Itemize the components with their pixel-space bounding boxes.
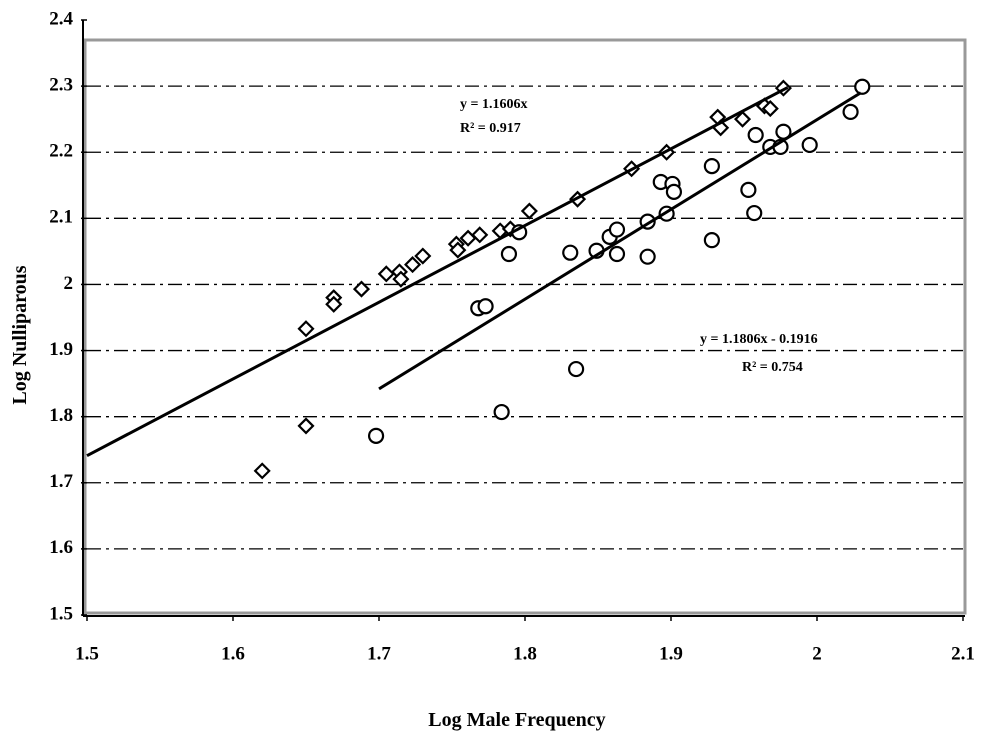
circle-point (608, 221, 626, 238)
x-tick-label: 1.9 (659, 643, 683, 664)
equation-annotation: R² = 0.917 (460, 121, 521, 136)
diamond-point (404, 256, 422, 274)
circle-point (567, 360, 585, 378)
circle-point (367, 427, 385, 444)
diamond-point (377, 265, 395, 283)
diamond-point (449, 241, 467, 259)
circle-point (562, 244, 579, 261)
x-tick-label: 2 (812, 643, 822, 664)
circle-point (801, 136, 818, 154)
circle-point (493, 403, 510, 421)
y-axis-label: Log Nulliparous (9, 265, 31, 404)
circle-point (500, 245, 518, 263)
diamond-point (414, 247, 432, 265)
circle-point (703, 232, 720, 249)
x-tick-label: 1.7 (367, 643, 391, 664)
circle-point (639, 248, 656, 265)
circle-point (665, 183, 683, 200)
x-tick-label: 1.8 (513, 643, 537, 664)
diamond-point (471, 226, 489, 244)
circle-point (842, 103, 859, 120)
equation-annotation: y = 1.1806x - 0.1916 (700, 332, 818, 347)
diamond-point (253, 462, 271, 480)
y-tick-label: 2.2 (49, 141, 73, 162)
y-tick-label: 1.7 (49, 471, 73, 492)
circle-point (747, 126, 764, 144)
circle-point (608, 245, 626, 263)
circle-point (477, 298, 494, 315)
diamond-point (520, 202, 538, 220)
y-tick-label: 2.4 (49, 8, 73, 29)
diamond-point (297, 320, 315, 338)
circle-point (746, 204, 763, 222)
y-tick-label: 2.1 (49, 207, 73, 228)
circle-point (740, 181, 757, 199)
trend-line (378, 91, 862, 391)
diamond-point (392, 270, 410, 288)
y-tick-label: 2.3 (49, 74, 73, 95)
x-tick-label: 1.5 (75, 643, 99, 664)
y-tick-label: 1.8 (49, 405, 73, 426)
diamond-point (352, 280, 371, 298)
equation-annotation: y = 1.1606x (460, 97, 527, 112)
equation-annotation: R² = 0.754 (742, 360, 803, 375)
x-tick-label: 1.6 (221, 643, 245, 664)
y-tick-label: 1.6 (49, 537, 73, 558)
circle-point (854, 78, 871, 95)
y-tick-label: 1.5 (49, 603, 73, 624)
x-axis-label: Log Male Frequency (428, 709, 605, 731)
trend-line (86, 86, 789, 457)
diamond-point (733, 110, 752, 128)
diamond-point (325, 295, 343, 313)
plot-frame (83, 38, 967, 615)
x-tick-label: 2.1 (951, 643, 975, 664)
circle-point (703, 158, 720, 175)
diamond-point (297, 417, 315, 435)
y-tick-label: 1.9 (49, 339, 73, 360)
y-tick-label: 2 (64, 273, 74, 294)
diamond-point (761, 100, 779, 118)
